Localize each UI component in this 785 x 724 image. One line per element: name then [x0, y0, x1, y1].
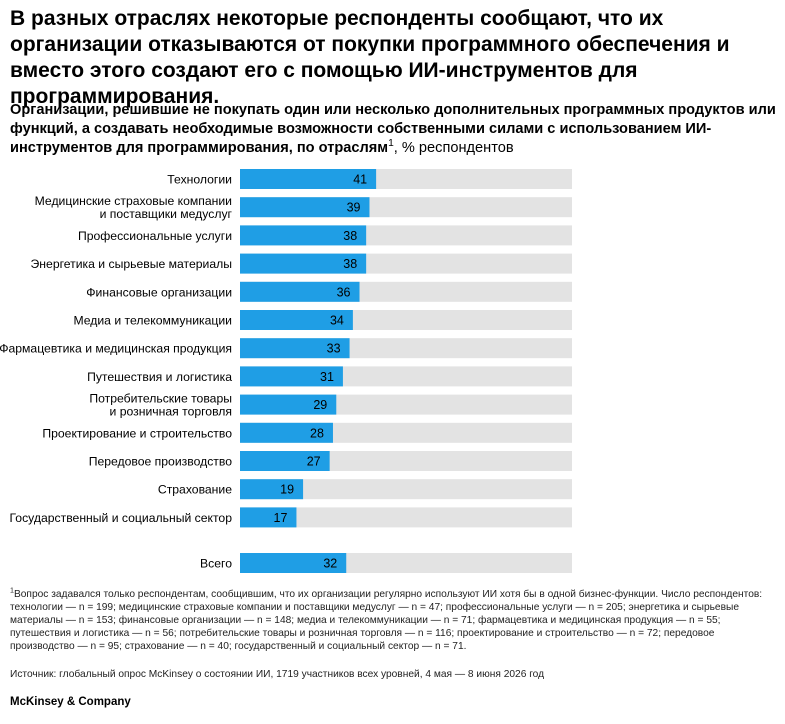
- industry-category-label-5: Медиа и телекоммуникации: [73, 314, 232, 328]
- industry-category-label-8-line-1: и розничная торговля: [110, 405, 232, 419]
- total-category-label-0: Всего: [200, 557, 232, 571]
- industry-value-label-12: 17: [274, 511, 288, 525]
- industry-bar-3: [240, 253, 367, 274]
- industry-value-label-5: 34: [330, 314, 344, 328]
- industry-value-label-4: 36: [337, 285, 351, 299]
- industry-row-10: 27 Передовое производство: [89, 451, 572, 471]
- industry-track-12: [240, 507, 572, 528]
- industry-bar-2: [240, 225, 367, 246]
- industry-category-label-7: Путешествия и логистика: [87, 370, 232, 384]
- footnote-text: Вопрос задавался только респондентам, со…: [10, 589, 763, 652]
- industry-row-9: 28 Проектирование и строительство: [42, 422, 572, 443]
- industry-row-2: 38 Профессиональные услуги: [78, 225, 572, 246]
- industry-bar-9: [240, 422, 333, 443]
- industry-track-11: [240, 479, 572, 500]
- industry-bar-8: [240, 394, 337, 415]
- industry-category-label-1-line-1: и поставщики медуслуг: [100, 207, 233, 221]
- industry-category-label-4: Финансовые организации: [86, 285, 232, 299]
- industry-category-label-9: Проектирование и строительство: [42, 426, 232, 440]
- industry-row-5: 34 Медиа и телекоммуникации: [73, 310, 572, 330]
- industry-category-label-11: Страхование: [158, 483, 232, 497]
- industry-bar-11: [240, 479, 304, 500]
- industry-value-label-6: 33: [327, 342, 341, 356]
- industry-value-label-1: 39: [347, 201, 361, 215]
- total-bar-0: [240, 553, 347, 573]
- chart-subtitle: Организации, решившие не покупать один и…: [10, 101, 780, 158]
- brand-logo-text: McKinsey & Company: [10, 696, 131, 708]
- total-value-label-0: 32: [323, 557, 337, 571]
- industry-value-label-9: 28: [310, 426, 324, 440]
- industry-category-label-12: Государственный и социальный сектор: [10, 511, 233, 525]
- industry-category-label-10: Передовое производство: [89, 455, 233, 469]
- industry-bar-4: [240, 281, 360, 302]
- source-note: Источник: глобальный опрос McKinsey о со…: [10, 669, 545, 680]
- industry-bar-1: [240, 197, 370, 218]
- industry-bar-12: [240, 507, 297, 528]
- chart-title: В разных отраслях некоторые респонденты …: [10, 7, 730, 108]
- industry-row-6: 33 Фармацевтика и медицинская продукция: [0, 338, 572, 359]
- industry-bar-10: [240, 451, 330, 471]
- industry-value-label-0: 41: [353, 173, 367, 187]
- industry-category-label-2: Профессиональные услуги: [78, 229, 232, 243]
- industry-value-label-11: 19: [280, 483, 294, 497]
- industry-value-label-3: 38: [343, 257, 357, 271]
- industry-category-label-8-line-0: Потребительские товары: [89, 392, 232, 406]
- industry-value-label-8: 29: [313, 398, 327, 412]
- subtitle-footnote-mark: 1: [388, 138, 394, 150]
- footnote-mark: 1: [10, 586, 14, 595]
- industry-category-label-1-line-0: Медицинские страховые компании: [35, 194, 232, 208]
- industry-category-label-0: Технологии: [167, 173, 232, 187]
- industry-bar-6: [240, 338, 350, 359]
- industry-row-4: 36 Финансовые организации: [86, 281, 572, 302]
- bar-chart: 41 Технологии 39 Медицинские страховые комп…: [0, 169, 572, 573]
- industry-row-12: 17 Государственный и социальный сектор: [10, 507, 572, 528]
- industry-value-label-10: 27: [307, 455, 321, 469]
- industry-category-label-6: Фармацевтика и медицинская продукция: [0, 342, 232, 356]
- industry-bar-0: [240, 169, 377, 189]
- footnote: 1Вопрос задавался только респондентам, с…: [10, 586, 780, 653]
- industry-row-0: 41 Технологии: [167, 169, 572, 189]
- industry-category-label-3: Энергетика и сырьевые материалы: [31, 257, 232, 271]
- total-row-0: 32 Всего: [200, 553, 572, 573]
- industry-row-11: 19 Страхование: [158, 479, 572, 500]
- industry-value-label-7: 31: [320, 370, 334, 384]
- industry-bar-7: [240, 366, 343, 387]
- industry-row-7: 31 Путешествия и логистика: [87, 366, 572, 387]
- industry-bar-5: [240, 310, 353, 330]
- industry-value-label-2: 38: [343, 229, 357, 243]
- industry-row-3: 38 Энергетика и сырьевые материалы: [31, 253, 572, 274]
- subtitle-main: Организации, решившие не покупать один и…: [10, 102, 776, 156]
- subtitle-unit: , % респондентов: [393, 140, 514, 156]
